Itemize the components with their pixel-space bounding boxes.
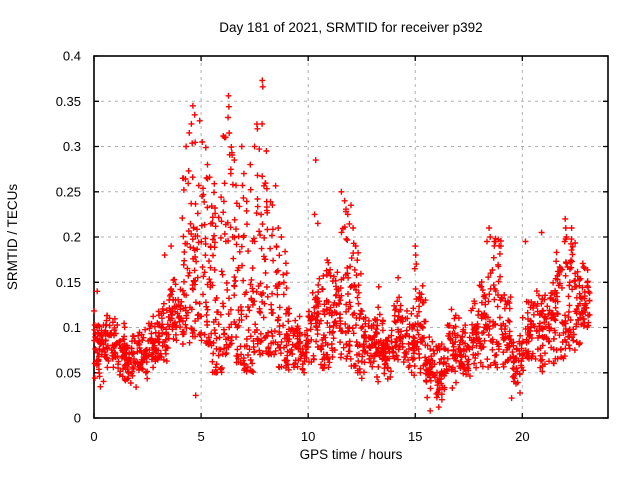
x-tick-label: 10 [301,429,315,444]
x-axis-label: GPS time / hours [299,447,403,462]
y-tick-label: 0.3 [63,139,81,154]
y-tick-label: 0.4 [63,49,81,64]
x-tick-label: 0 [90,429,97,444]
scatter-points [91,77,593,414]
y-tick-label: 0.35 [56,94,81,109]
tick-marks [93,55,608,419]
y-tick-label: 0.05 [56,365,81,380]
y-tick-label: 0.15 [56,275,81,290]
x-tick-labels: 0 5 10 15 20 [90,429,529,444]
y-tick-label: 0 [74,411,81,426]
y-tick-label: 0.1 [63,320,81,335]
y-tick-label: 0.25 [56,184,81,199]
x-tick-label: 20 [515,429,529,444]
chart-title: Day 181 of 2021, SRMTID for receiver p39… [219,20,483,35]
x-tick-label: 15 [408,429,422,444]
y-tick-label: 0.2 [63,230,81,245]
y-tick-labels: 0 0.05 0.1 0.15 0.2 0.25 0.3 0.35 0.4 [56,49,81,426]
x-tick-label: 5 [197,429,204,444]
